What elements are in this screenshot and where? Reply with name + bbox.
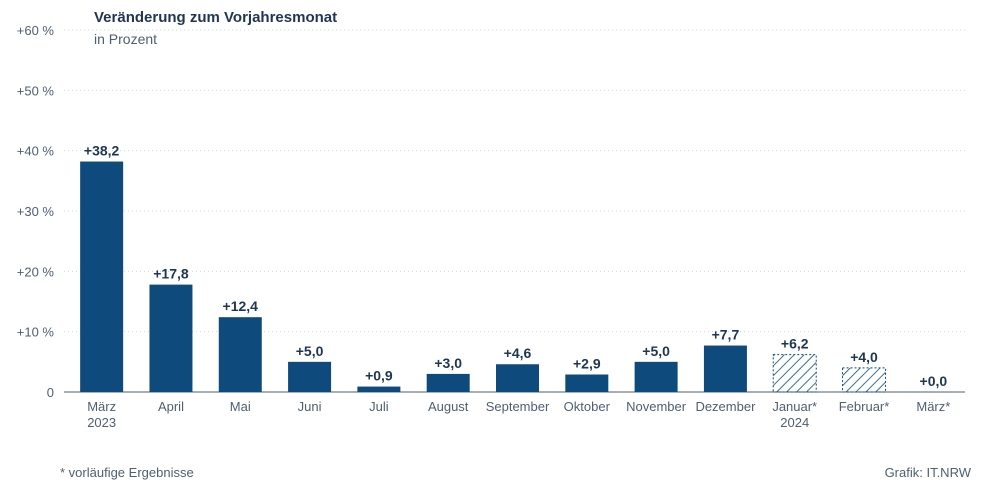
x-axis: März 2023 April Mai Juni Juli August September O… (87, 399, 950, 430)
y-tick-label: +30 % (17, 204, 55, 219)
y-tick-label: 0 (47, 385, 54, 400)
x-tick-label: März 2023 (87, 399, 116, 430)
y-tick-label: +10 % (17, 325, 55, 340)
x-tick-label: Mai (230, 399, 251, 414)
x-tick-label: September (486, 399, 550, 414)
bar (218, 317, 262, 392)
grid-lines (64, 29, 965, 333)
bar (426, 373, 470, 392)
bar-value-label: +3,0 (434, 355, 462, 371)
bar-value-label: +4,6 (504, 345, 532, 361)
bar (842, 367, 887, 393)
footnote: * vorläufige Ergebnisse (60, 465, 194, 480)
y-tick-label: +40 % (17, 144, 55, 159)
chart-subtitle: in Prozent (94, 31, 157, 47)
bar (634, 361, 678, 392)
bar-value-label: +12,4 (223, 298, 259, 314)
bar-value-label: +2,9 (573, 356, 601, 372)
bar (496, 364, 539, 392)
bar (703, 345, 747, 392)
x-tick-label: März* (916, 399, 950, 414)
x-tick-label: April (158, 399, 184, 414)
bar (772, 354, 817, 393)
x-tick-label: Juni (298, 399, 322, 414)
bar-value-label: +0,0 (920, 373, 948, 389)
source-credit: Grafik: IT.NRW (884, 465, 971, 480)
bar-value-label: +5,0 (296, 343, 324, 359)
bar-value-label: +17,8 (153, 266, 189, 282)
bar-value-label: +7,7 (712, 327, 740, 343)
chart-title: Veränderung zum Vorjahresmonat (94, 9, 337, 26)
bar (565, 374, 609, 392)
x-tick-label: Dezember (695, 399, 756, 414)
bars (80, 161, 887, 393)
value-labels: +38,2 +17,8 +12,4 +5,0 +0,9 +3,0 +4,6 +2,9 +5,0 +… (84, 143, 947, 389)
x-tick-label: Oktober (564, 399, 611, 414)
x-tick-label: Januar* 2024 (772, 399, 817, 430)
y-tick-label: +60 % (17, 23, 55, 38)
x-tick-label: Februar* (839, 399, 890, 414)
bar (149, 284, 193, 392)
bar-value-label: +0,9 (365, 368, 393, 384)
bar (80, 161, 124, 392)
y-tick-label: +50 % (17, 83, 55, 98)
x-tick-label: Juli (369, 399, 389, 414)
bar-value-label: +5,0 (642, 343, 670, 359)
bar (288, 361, 332, 392)
bar-value-label: +6,2 (781, 336, 809, 352)
x-tick-label: November (626, 399, 687, 414)
bar-value-label: +4,0 (850, 349, 878, 365)
x-tick-label: August (428, 399, 469, 414)
y-tick-label: +20 % (17, 264, 55, 279)
bar (357, 386, 401, 392)
bar-value-label: +38,2 (84, 143, 120, 159)
